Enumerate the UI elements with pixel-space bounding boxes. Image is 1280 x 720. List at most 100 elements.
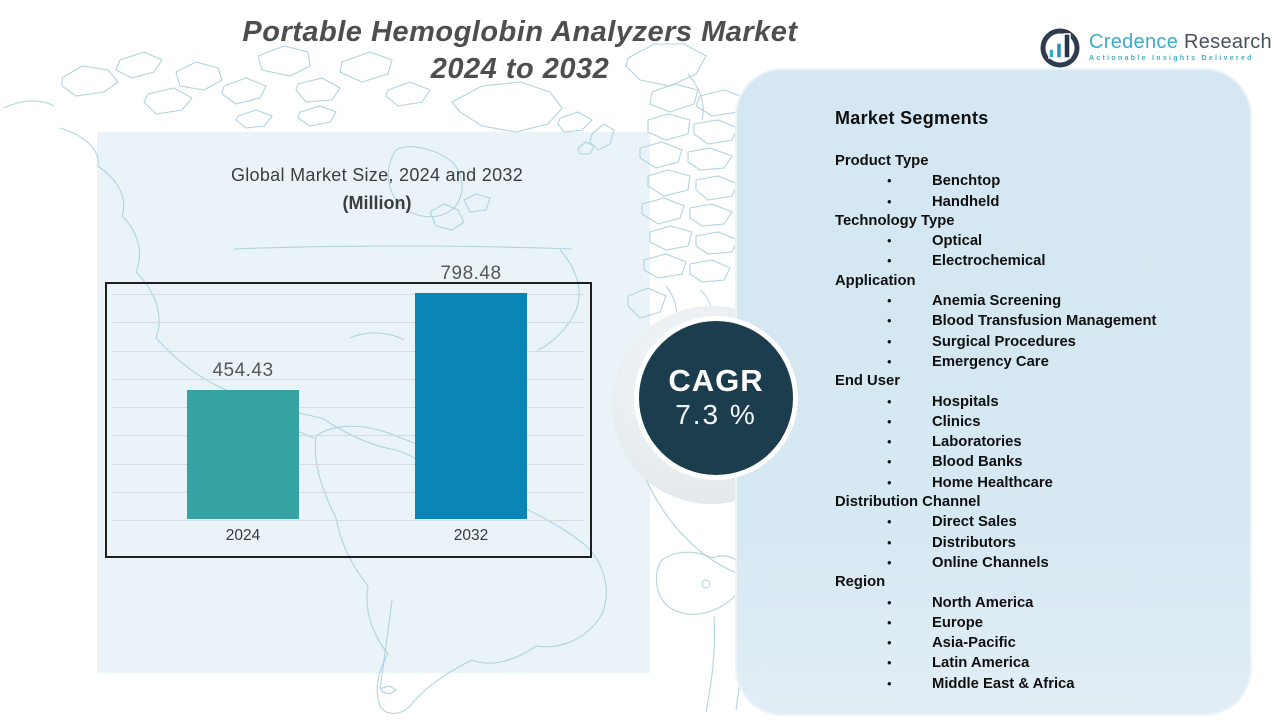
segment-item: • Home Healthcare — [835, 473, 1230, 493]
segment-item-label: Asia-Pacific — [932, 635, 1016, 652]
bar-chart: 454.43 2024 798.48 2032 — [105, 263, 592, 558]
chart-title-line1: Global Market Size, 2024 and 2032 — [230, 165, 524, 185]
page-title: Portable Hemoglobin Analyzers Market 202… — [120, 14, 920, 88]
x-axis-label: 2032 — [453, 527, 489, 544]
cagr-label: CAGR — [668, 363, 764, 398]
segment-item: • Laboratories — [835, 432, 1230, 452]
segment-item-label: Hospitals — [932, 393, 999, 410]
logo-text: Credence Research Actionable Insights De… — [1089, 31, 1272, 62]
segment-item-label: Distributors — [932, 534, 1016, 551]
bullet-icon: • — [887, 635, 892, 651]
bullet-icon: • — [887, 514, 892, 530]
market-segments-panel: Market Segments Product Type • Benchtop • Ha… — [735, 68, 1252, 716]
segment-category: Technology Type — [835, 212, 955, 229]
segment-item-label: Surgical Procedures — [932, 333, 1076, 350]
segment-item: • Surgical Procedures — [835, 332, 1230, 352]
segment-item: • Latin America — [835, 653, 1230, 673]
bullet-icon: • — [887, 393, 892, 409]
cagr-value: 7.3 % — [675, 399, 757, 430]
segment-category: Product Type — [835, 153, 929, 169]
segment-item: • Emergency Care — [835, 352, 1230, 372]
bullet-icon: • — [887, 413, 892, 429]
segments-heading: Market Segments — [835, 108, 989, 128]
chart-gridline — [113, 351, 584, 352]
segment-item: • Anemia Screening — [835, 291, 1230, 311]
chart-gridline — [113, 520, 584, 521]
bullet-icon: • — [887, 253, 892, 269]
segment-item-label: North America — [932, 594, 1034, 611]
bullet-icon: • — [887, 614, 892, 630]
segment-item-label: Electrochemical — [932, 253, 1046, 270]
segment-category: Region — [835, 574, 886, 591]
chart-gridline — [113, 407, 584, 408]
logo-name-primary: Credence — [1089, 30, 1179, 53]
segment-item-label: Europe — [932, 614, 983, 631]
chart-gridline — [113, 322, 584, 323]
bar-2032 — [415, 293, 527, 519]
bullet-icon: • — [887, 333, 892, 349]
bullet-icon: • — [887, 193, 892, 209]
bar-2024 — [187, 390, 299, 519]
credence-research-logo: Credence Research Actionable Insights De… — [1038, 24, 1272, 68]
bullet-icon: • — [887, 474, 892, 490]
segment-item: • Handheld — [835, 192, 1230, 212]
segment-item: • Blood Transfusion Management — [835, 311, 1230, 331]
segment-item: • Electrochemical — [835, 251, 1230, 271]
segment-item-label: Latin America — [932, 655, 1030, 672]
logo-name-secondary: Research — [1183, 30, 1272, 53]
bullet-icon: • — [887, 434, 892, 450]
segment-item: • Direct Sales — [835, 512, 1230, 532]
bullet-icon: • — [887, 173, 892, 189]
segment-item: • Benchtop — [835, 171, 1230, 191]
segment-item-label: Direct Sales — [932, 514, 1017, 531]
segment-item: • Clinics — [835, 412, 1230, 432]
bullet-icon: • — [887, 655, 892, 671]
segment-item: • Blood Banks — [835, 452, 1230, 472]
segment-item-label: Optical — [932, 233, 983, 250]
page-title-line2: 2024 to 2032 — [430, 53, 610, 85]
segment-item-label: Blood Banks — [932, 454, 1023, 471]
segment-item-label: Anemia Screening — [932, 293, 1062, 310]
segment-item-label: Clinics — [932, 413, 981, 430]
bar-value-label: 798.48 — [440, 263, 502, 284]
bullet-icon: • — [887, 534, 892, 550]
logo-name: Credence Research — [1089, 31, 1272, 53]
segment-item-label: Emergency Care — [932, 353, 1049, 370]
cagr-badge: CAGR 7.3 % — [634, 316, 798, 480]
segment-item-label: Middle East & Africa — [932, 675, 1075, 692]
segment-item: • Europe — [835, 613, 1230, 633]
segment-item: • Middle East & Africa — [835, 674, 1230, 694]
bullet-icon: • — [887, 594, 892, 610]
bar-chart-logo-icon — [1040, 28, 1080, 68]
segment-item-label: Blood Transfusion Management — [932, 313, 1157, 330]
chart-gridline — [113, 294, 584, 295]
bullet-icon: • — [887, 454, 892, 470]
chart-gridline — [113, 379, 584, 380]
segment-item: • Optical — [835, 231, 1230, 251]
page-title-line1: Portable Hemoglobin Analyzers Market — [242, 16, 798, 48]
segment-item-label: Laboratories — [932, 434, 1022, 451]
segment-item: • Asia-Pacific — [835, 633, 1230, 653]
bullet-icon: • — [887, 675, 892, 691]
segment-category: End User — [835, 373, 900, 390]
chart-title-line2: (Million) — [342, 193, 412, 213]
segment-item: • Hospitals — [835, 392, 1230, 412]
chart-title: Global Market Size, 2024 and 2032 (Milli… — [117, 165, 637, 214]
bullet-icon: • — [887, 353, 892, 369]
segment-item: • North America — [835, 593, 1230, 613]
segment-category: Distribution Channel — [835, 494, 981, 511]
bar-value-label: 454.43 — [212, 360, 274, 381]
segment-item-label: Benchtop — [932, 173, 1001, 190]
x-axis-label: 2024 — [225, 527, 261, 544]
bullet-icon: • — [887, 554, 892, 570]
segment-item-label: Online Channels — [932, 554, 1049, 571]
segment-item: • Online Channels — [835, 553, 1230, 573]
segment-item: • Distributors — [835, 533, 1230, 553]
segment-item-label: Home Healthcare — [932, 474, 1053, 491]
logo-tagline: Actionable Insights Delivered — [1089, 54, 1254, 62]
segment-category: Application — [835, 272, 916, 289]
bullet-icon: • — [887, 293, 892, 309]
bullet-icon: • — [887, 313, 892, 329]
segments-list: Product Type • Benchtop • Handheld Technology… — [835, 152, 1230, 694]
segment-item-label: Handheld — [932, 193, 1000, 210]
